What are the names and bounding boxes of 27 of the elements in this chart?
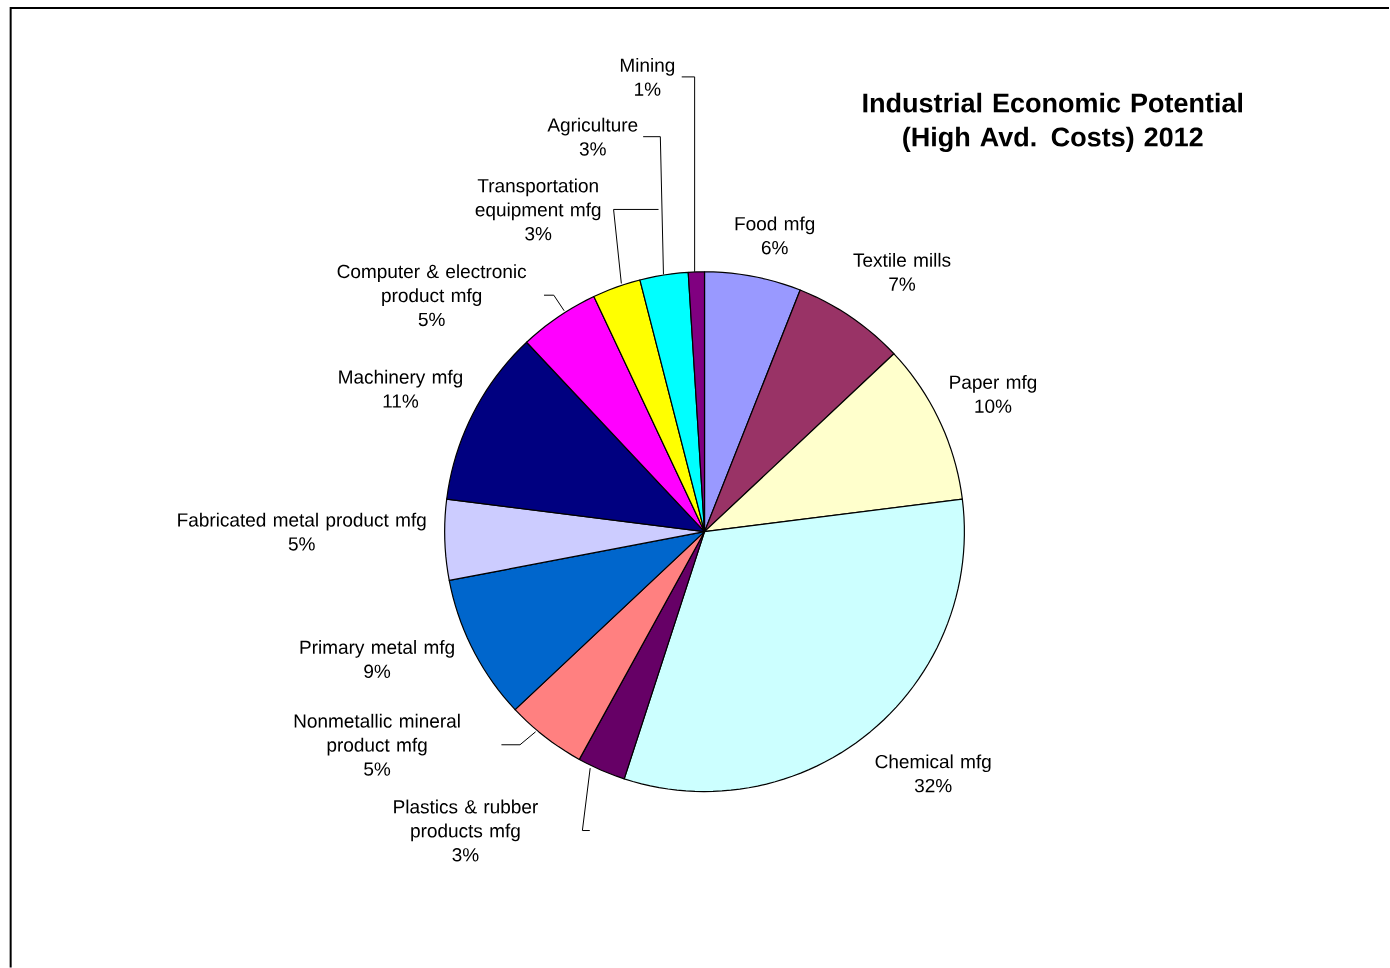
data-label: 9% (364, 664, 391, 678)
data-label: 11% (383, 394, 419, 408)
legend-label: Nonmetallic mineral product mfg (294, 713, 460, 756)
data-label: 3% (452, 847, 479, 862)
data-label: 5% (418, 312, 445, 326)
data-label: 3% (525, 226, 552, 241)
slice-label: Textile mills (853, 252, 951, 267)
slice-label: Food mfg (735, 216, 815, 234)
slice-label: Primary metal mfg (300, 639, 454, 658)
slice-label: Mining (620, 57, 675, 76)
slice-label: Chemical mfg (875, 754, 991, 772)
data-label: 1% (635, 82, 661, 96)
data-label: 10% (975, 399, 1012, 413)
slice-label: Computer & electronic product mfg (337, 264, 527, 306)
slice-label: Paper mfg (950, 374, 1037, 393)
slice-label: Fabricated metal product mfg (178, 512, 426, 531)
slice-label: Machinery mfg (339, 369, 463, 388)
text: Industrial Economic Potential (High Avd. Costs) 2012 (863, 92, 1243, 152)
slice-label: Agriculture (547, 117, 638, 136)
data-label: 5% (364, 762, 391, 776)
data-label: 7% (889, 277, 916, 291)
data-label: 3% (579, 141, 606, 156)
slice-label: Plastics & rubber products mfg (394, 799, 538, 842)
slice-label: Transportation equipment mfg (475, 178, 601, 220)
data-label: 5% (288, 537, 315, 551)
data-label: 6% (761, 240, 788, 255)
data-label: 32% (914, 778, 952, 793)
